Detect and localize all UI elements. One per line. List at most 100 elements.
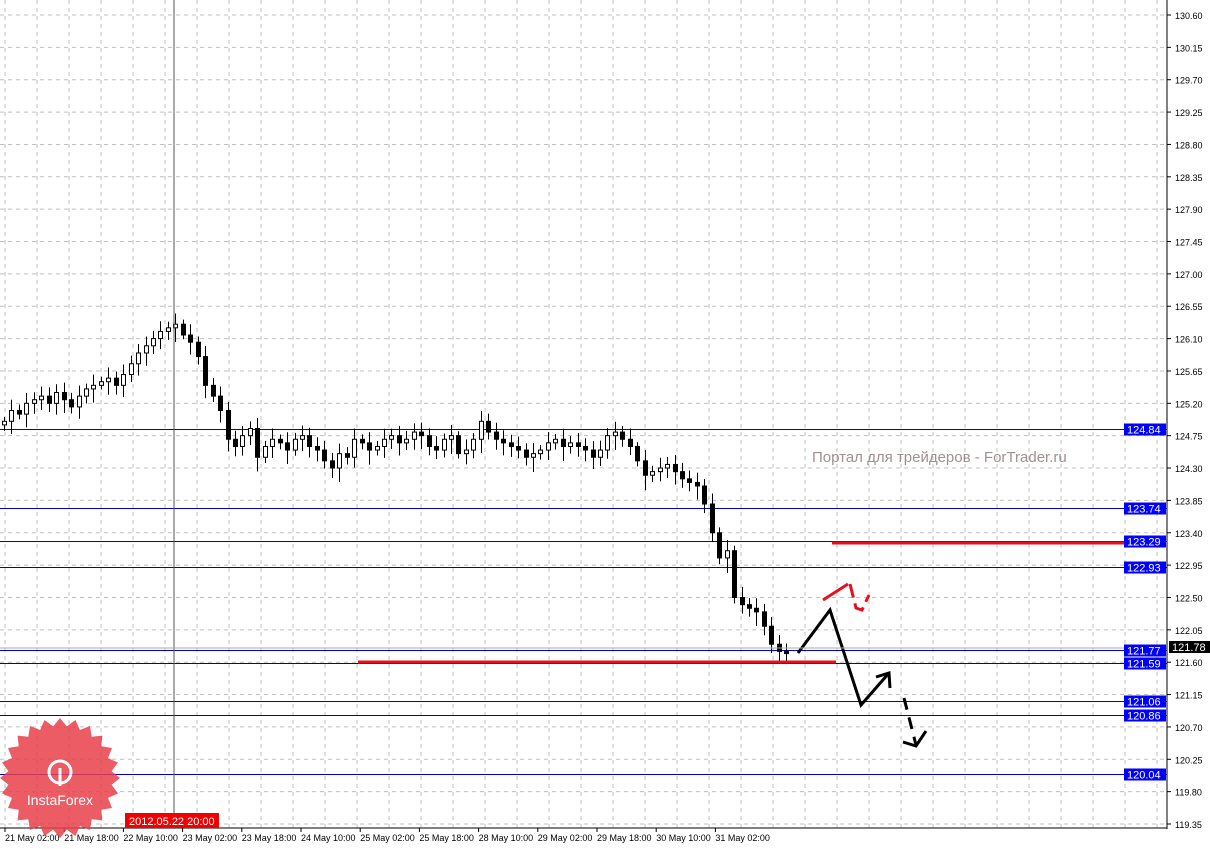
candle bbox=[188, 324, 193, 355]
candle bbox=[330, 452, 335, 479]
candle-body bbox=[740, 596, 745, 606]
candle bbox=[501, 430, 506, 456]
candle bbox=[91, 374, 96, 403]
candle bbox=[345, 447, 350, 465]
candle-body bbox=[658, 467, 663, 473]
candle-body bbox=[330, 460, 335, 469]
candle-body bbox=[114, 377, 119, 386]
level-label-bg bbox=[1124, 535, 1166, 548]
candle-body bbox=[524, 449, 529, 458]
candle-body bbox=[218, 395, 223, 412]
price-tick-label: 130.60 bbox=[1175, 11, 1203, 21]
candle bbox=[725, 539, 730, 574]
time-tick-label: 24 May 10:00 bbox=[301, 833, 356, 843]
candle-body bbox=[129, 363, 134, 376]
price-axis[interactable]: 130.60 130.15 129.70 129.25 128.80 128.35 127.… bbox=[1167, 11, 1203, 830]
candle-body bbox=[486, 420, 491, 433]
candle-body bbox=[151, 338, 156, 347]
candle-body bbox=[635, 445, 640, 462]
candle bbox=[54, 384, 59, 415]
candle-body bbox=[710, 503, 715, 534]
candle-body bbox=[583, 445, 588, 451]
candle-body bbox=[643, 460, 648, 476]
svg-text:121.78: 121.78 bbox=[1172, 642, 1206, 654]
price-tick-label: 121.15 bbox=[1175, 691, 1203, 701]
arrowhead-icon bbox=[875, 671, 892, 689]
candle bbox=[687, 470, 692, 492]
candle bbox=[635, 442, 640, 467]
level-label: 121.59 bbox=[1127, 659, 1161, 671]
candle-body bbox=[509, 442, 514, 447]
candle-body bbox=[680, 471, 685, 480]
level-label: 123.29 bbox=[1127, 537, 1161, 549]
candle-body bbox=[546, 442, 551, 451]
candle bbox=[419, 422, 424, 450]
candle bbox=[464, 439, 469, 465]
level-label: 120.86 bbox=[1127, 711, 1161, 723]
candle-body bbox=[389, 435, 394, 440]
price-tick-label: 130.15 bbox=[1175, 43, 1203, 53]
price-tick-label: 123.40 bbox=[1175, 529, 1203, 539]
candle-body bbox=[732, 550, 737, 598]
candle bbox=[717, 527, 722, 565]
candle-body bbox=[591, 449, 596, 458]
price-tick-label: 127.45 bbox=[1175, 238, 1203, 248]
candle bbox=[509, 434, 514, 457]
level-label-bg bbox=[1124, 423, 1166, 436]
candle bbox=[449, 424, 454, 455]
price-tick-label: 125.20 bbox=[1175, 399, 1203, 409]
candle bbox=[576, 432, 581, 457]
time-tick-label: 30 May 10:00 bbox=[656, 833, 711, 843]
candle-body bbox=[69, 399, 74, 408]
candle-body bbox=[769, 625, 774, 645]
candles bbox=[2, 313, 789, 665]
candle-body bbox=[605, 435, 610, 451]
candle-body bbox=[449, 435, 454, 440]
candle bbox=[367, 432, 372, 465]
candle-body bbox=[531, 453, 536, 458]
candle bbox=[494, 422, 499, 450]
candle bbox=[285, 432, 290, 464]
candle-body bbox=[747, 604, 752, 609]
instaforex-logo: InstaForex bbox=[0, 718, 120, 838]
candle-body bbox=[144, 345, 149, 354]
candle bbox=[747, 598, 752, 617]
time-tick-label: 25 May 18:00 bbox=[419, 833, 474, 843]
candle-body bbox=[47, 395, 52, 404]
candle bbox=[442, 433, 447, 458]
crosshair-time-label: 2012.05.22 20:00 bbox=[125, 813, 219, 828]
candle bbox=[144, 336, 149, 366]
candle-body bbox=[427, 435, 432, 447]
candle-body bbox=[404, 438, 409, 444]
candle bbox=[665, 457, 670, 478]
candle-body bbox=[226, 410, 231, 440]
price-tick-label: 124.30 bbox=[1175, 464, 1203, 474]
watermark: Портал для трейдеров - ForTrader.ru bbox=[812, 449, 1067, 466]
candle-body bbox=[754, 607, 759, 613]
candle-body bbox=[479, 420, 484, 440]
time-tick-label: 23 May 02:00 bbox=[183, 833, 238, 843]
candle bbox=[47, 387, 52, 413]
candle bbox=[24, 393, 29, 428]
candle-body bbox=[561, 438, 566, 447]
candle bbox=[248, 421, 253, 446]
grid bbox=[0, 0, 1167, 828]
level-label: 121.06 bbox=[1127, 697, 1161, 709]
candle bbox=[240, 425, 245, 456]
candle-body bbox=[352, 438, 357, 458]
price-tick-label: 122.50 bbox=[1175, 593, 1203, 603]
candle bbox=[136, 343, 141, 376]
time-axis[interactable]: 21 May 02:00 21 May 18:00 22 May 10:00 23 M… bbox=[4, 828, 770, 843]
price-tick-label: 123.85 bbox=[1175, 496, 1203, 506]
candle-body bbox=[568, 442, 573, 447]
level-label: 123.74 bbox=[1127, 504, 1161, 516]
candle bbox=[479, 411, 484, 453]
time-tick-label: 28 May 10:00 bbox=[479, 833, 534, 843]
candle bbox=[740, 586, 745, 614]
candle bbox=[658, 457, 663, 482]
candle bbox=[300, 425, 305, 452]
candle bbox=[553, 434, 558, 450]
svg-text:InstaForex: InstaForex bbox=[27, 792, 93, 808]
